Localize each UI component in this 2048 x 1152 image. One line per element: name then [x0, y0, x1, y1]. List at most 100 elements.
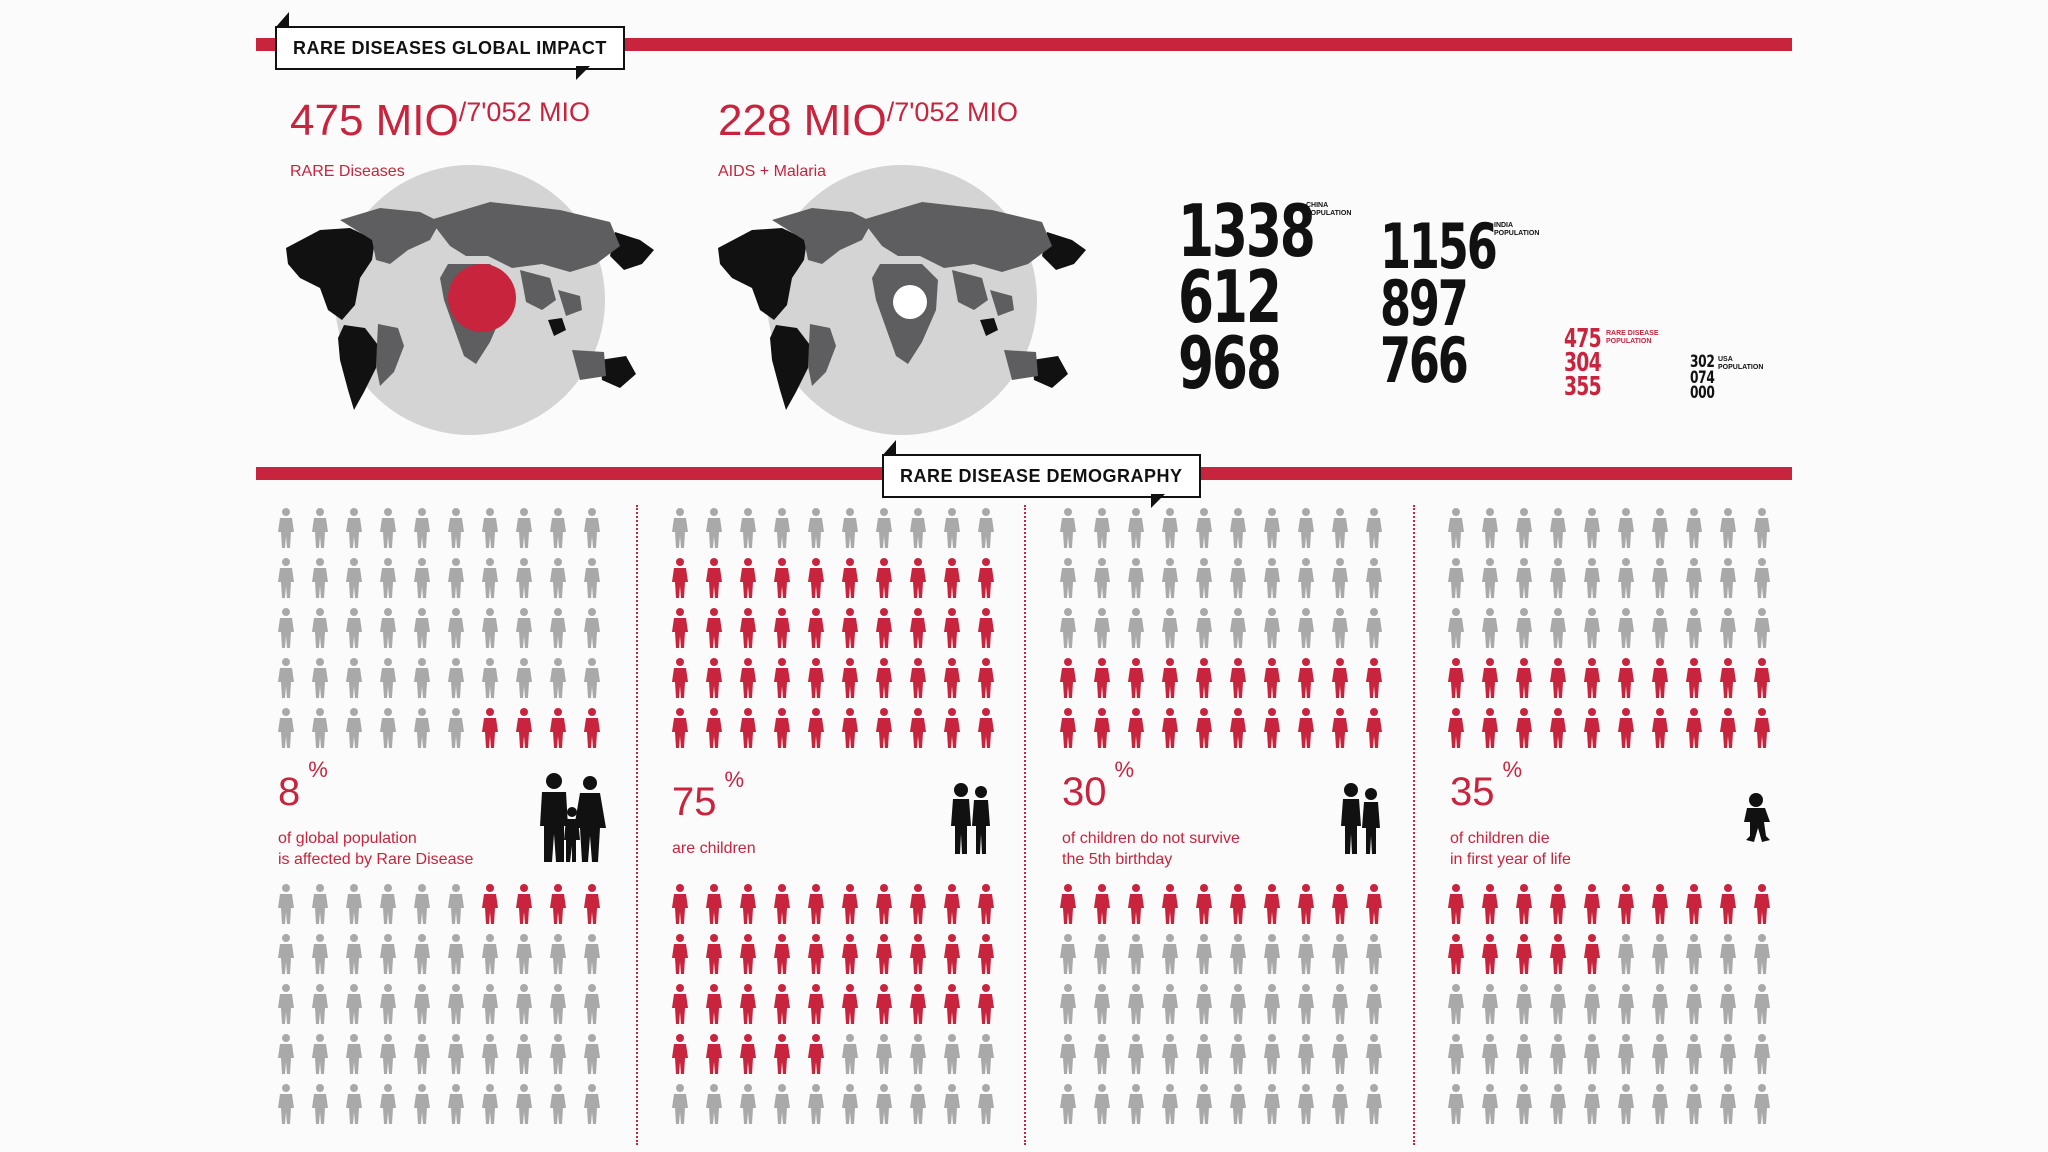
person-icon — [1754, 1084, 1770, 1124]
world-globe-aids — [718, 165, 1086, 435]
person-icon — [414, 884, 430, 924]
person-icon — [876, 508, 892, 548]
person-icon — [944, 708, 960, 748]
person-icon — [876, 558, 892, 598]
person-icon — [1094, 708, 1110, 748]
person-icon — [1618, 508, 1634, 548]
impact-label-rare: RARE Diseases — [290, 163, 405, 180]
person-icon — [1720, 934, 1736, 974]
person-icon — [516, 708, 532, 748]
person-icon — [1230, 708, 1246, 748]
person-icon — [1720, 658, 1736, 698]
person-icon — [1482, 508, 1498, 548]
person-icon — [414, 558, 430, 598]
column-divider — [1024, 505, 1026, 1145]
person-icon — [1652, 984, 1668, 1024]
person-icon — [1366, 558, 1382, 598]
person-icon — [1550, 708, 1566, 748]
person-icon — [312, 608, 328, 648]
person-icon — [380, 934, 396, 974]
person-icon — [1264, 1084, 1280, 1124]
person-icon — [278, 934, 294, 974]
person-icon — [1230, 1034, 1246, 1074]
person-icon — [1618, 708, 1634, 748]
person-icon — [944, 884, 960, 924]
person-icon — [1618, 658, 1634, 698]
person-icon — [584, 508, 600, 548]
person-icon — [1264, 608, 1280, 648]
person-icon — [346, 508, 362, 548]
person-icon — [516, 1034, 532, 1074]
tag-flag-icon — [576, 66, 590, 80]
person-icon — [584, 558, 600, 598]
person-icon — [516, 984, 532, 1024]
person-icon — [448, 608, 464, 648]
person-icon — [1482, 884, 1498, 924]
person-icon — [774, 708, 790, 748]
person-icon — [482, 608, 498, 648]
person-icon — [1516, 1084, 1532, 1124]
person-icon — [1482, 608, 1498, 648]
person-icon — [482, 984, 498, 1024]
person-icon — [1652, 658, 1668, 698]
person-icon — [346, 608, 362, 648]
person-icon — [1230, 884, 1246, 924]
person-icon — [1298, 708, 1314, 748]
person-icon — [1298, 658, 1314, 698]
person-icon — [1128, 934, 1144, 974]
person-icon — [842, 1034, 858, 1074]
person-icon — [380, 1084, 396, 1124]
person-icon — [740, 658, 756, 698]
person-icon — [1652, 608, 1668, 648]
person-icon — [1332, 508, 1348, 548]
person-icon — [448, 708, 464, 748]
percent-value: 30% — [1062, 756, 1135, 814]
person-icon — [944, 934, 960, 974]
person-icon — [910, 1034, 926, 1074]
person-icon — [1448, 608, 1464, 648]
person-icon — [448, 934, 464, 974]
person-icon — [944, 658, 960, 698]
person-icon — [1652, 884, 1668, 924]
person-icon — [774, 1034, 790, 1074]
person-icon — [1448, 658, 1464, 698]
person-icon — [1366, 508, 1382, 548]
person-icon — [1094, 1084, 1110, 1124]
person-icon — [1550, 608, 1566, 648]
person-icon — [550, 934, 566, 974]
person-icon — [1128, 508, 1144, 548]
person-icon — [740, 1034, 756, 1074]
person-icon — [842, 708, 858, 748]
person-icon — [312, 984, 328, 1024]
percent-description: of children do not survive the 5th birthd… — [1062, 830, 1240, 868]
person-icon — [380, 658, 396, 698]
person-icon — [380, 508, 396, 548]
person-icon — [380, 884, 396, 924]
person-icon — [740, 984, 756, 1024]
person-icon — [448, 508, 464, 548]
tag-flag-icon — [882, 440, 896, 456]
person-icon — [876, 708, 892, 748]
person-icon — [1448, 1034, 1464, 1074]
person-icon — [1162, 658, 1178, 698]
person-icon — [278, 608, 294, 648]
person-icon — [706, 1034, 722, 1074]
person-icon — [1128, 558, 1144, 598]
person-icon — [1094, 934, 1110, 974]
person-icon — [1298, 884, 1314, 924]
person-icon — [842, 884, 858, 924]
person-icon — [1128, 658, 1144, 698]
person-icon — [978, 508, 994, 548]
person-icon — [516, 884, 532, 924]
person-icon — [978, 934, 994, 974]
population-number-rare: 475 304 355 — [1564, 324, 1602, 402]
person-icon — [1332, 984, 1348, 1024]
population-number-china: 1338 612 968 — [1178, 189, 1316, 406]
person-icon — [1618, 1034, 1634, 1074]
person-icon — [740, 508, 756, 548]
person-icon — [808, 608, 824, 648]
person-icon — [1720, 1034, 1736, 1074]
person-icon — [1516, 658, 1532, 698]
person-icon — [672, 708, 688, 748]
person-icon — [706, 608, 722, 648]
